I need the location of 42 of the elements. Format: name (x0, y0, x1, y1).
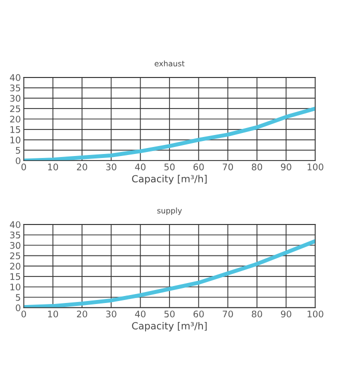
x-axis-title: Capacity [m³/h] (132, 174, 207, 184)
y-tick-label: 30 (10, 94, 20, 102)
x-tick-label: 40 (135, 164, 146, 170)
x-tick-label: 90 (280, 310, 292, 318)
y-tick-label: 5 (16, 147, 20, 154)
y-tick-label: 30 (10, 242, 20, 249)
x-tick-label: 0 (21, 310, 26, 318)
x-tick-label: 80 (252, 310, 262, 318)
y-tick-label: 20 (10, 262, 20, 270)
x-tick-label: 90 (280, 164, 292, 170)
y-tick-label: 10 (10, 284, 20, 290)
x-tick-label: 70 (222, 310, 233, 318)
y-tick-label: 0 (16, 304, 20, 312)
x-tick-label: 80 (252, 164, 262, 170)
x-tick-label: 20 (76, 310, 88, 318)
y-tick-label: 40 (10, 74, 20, 81)
x-tick-label: 70 (222, 164, 233, 170)
x-tick-label: 100 (308, 164, 324, 170)
x-tick-label: 50 (164, 310, 175, 318)
y-tick-label: 25 (10, 252, 20, 260)
x-tick-label: 0 (21, 164, 26, 170)
y-tick-label: 25 (10, 105, 20, 112)
y-tick-label: 35 (10, 84, 20, 92)
y-tick-label: 10 (10, 136, 20, 144)
y-tick-label: 20 (10, 116, 20, 123)
x-tick-label: 40 (135, 310, 146, 318)
x-tick-label: 100 (308, 310, 324, 318)
x-tick-label: 10 (48, 310, 58, 318)
x-tick-label: 60 (194, 310, 204, 318)
y-tick-label: 15 (10, 126, 20, 133)
y-tick-label: 0 (16, 157, 20, 164)
y-tick-label: 15 (10, 273, 20, 280)
x-tick-label: 20 (76, 164, 88, 170)
y-tick-label: 35 (10, 232, 20, 238)
x-tick-label: 50 (164, 164, 175, 170)
y-tick-label: 40 (10, 221, 20, 228)
x-tick-label: 60 (194, 164, 204, 170)
x-tick-label: 10 (48, 164, 58, 170)
x-axis-title: Capacity [m³/h] (132, 322, 207, 332)
x-tick-label: 30 (106, 164, 116, 170)
x-tick-label: 30 (106, 310, 116, 318)
y-tick-label: 5 (16, 294, 20, 301)
